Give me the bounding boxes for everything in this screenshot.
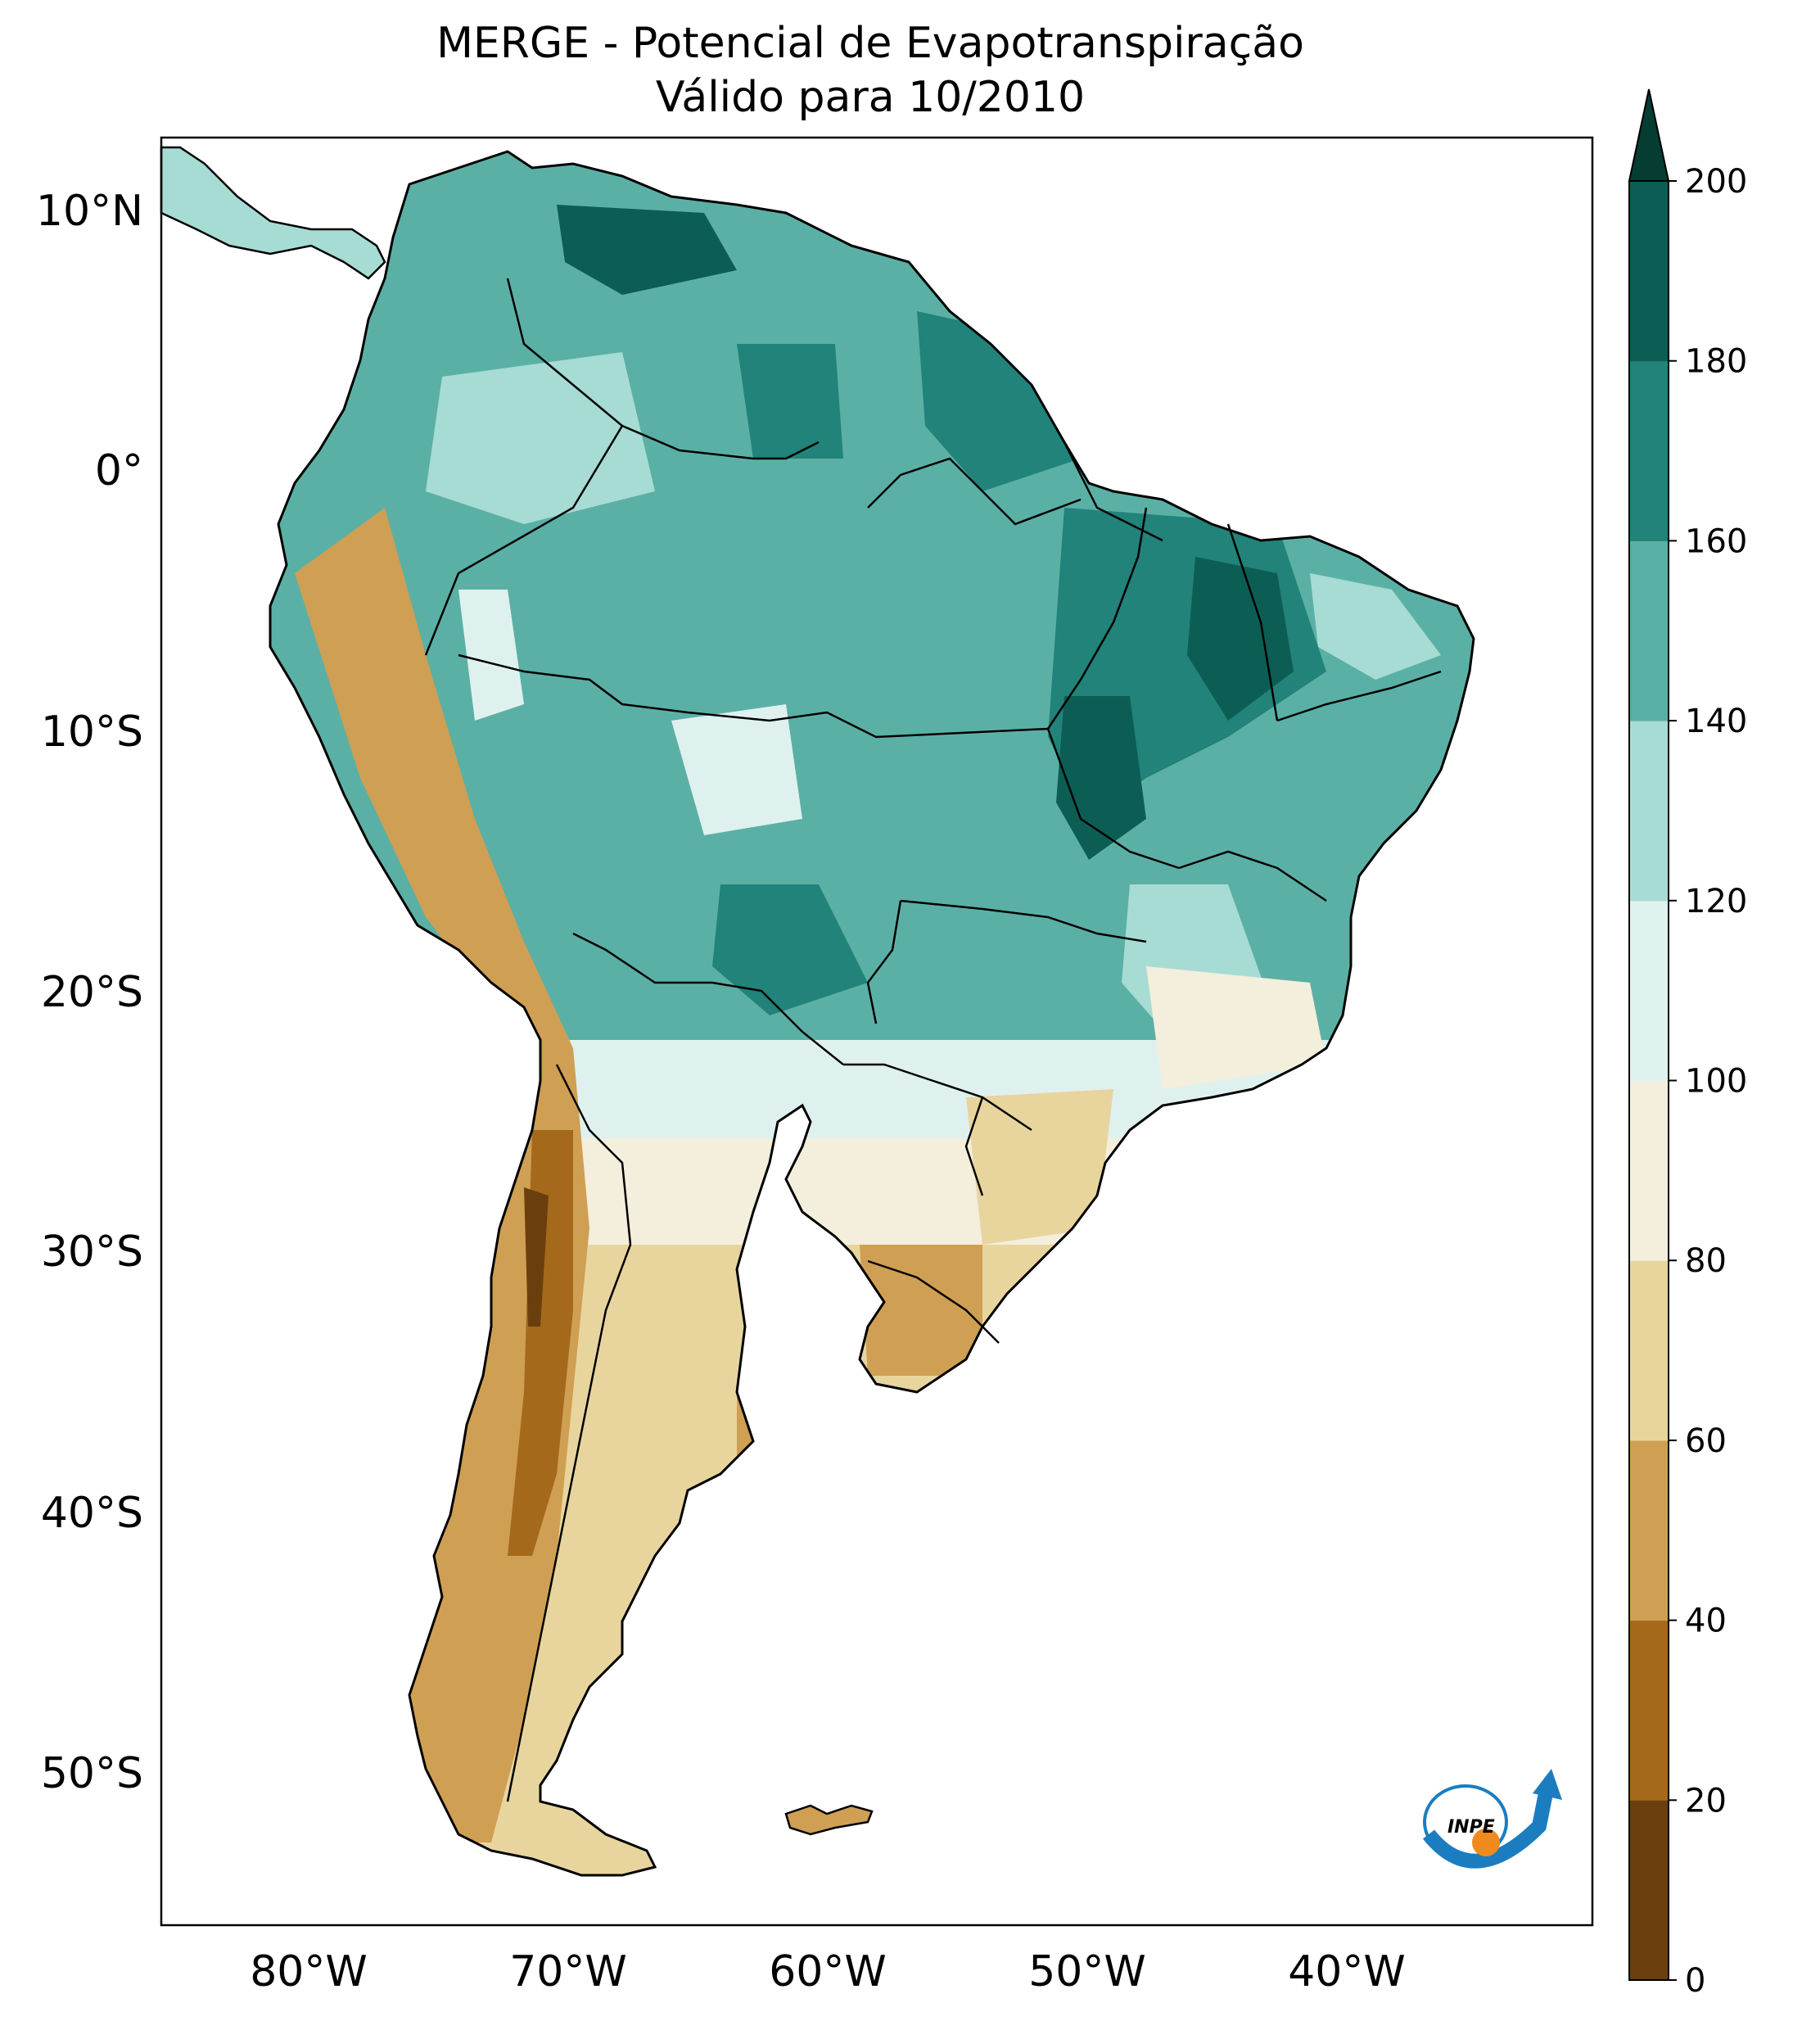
colorbar-tick-label: 200 <box>1685 163 1747 201</box>
colorbar-segment <box>1629 1620 1669 1801</box>
colorbar-segment <box>1629 1080 1669 1261</box>
colorbar-tick-label: 0 <box>1685 1962 1705 2000</box>
colorbar-tick-label: 60 <box>1685 1422 1727 1460</box>
colorbar-tick-label: 180 <box>1685 343 1747 381</box>
colorbar-segment <box>1629 1440 1669 1621</box>
colorbar: 0 20 40 60 80 100 120 140 160 180 200 <box>1628 88 1747 2000</box>
colorbar-tick-label: 140 <box>1685 703 1747 740</box>
colorbar-tick-label: 100 <box>1685 1063 1747 1101</box>
colorbar-extend-arrow <box>1628 88 1670 182</box>
map-title-line1: MERGE - Potencial de Evapotranspiração <box>436 19 1304 68</box>
colorbar-tick-label: 40 <box>1685 1603 1727 1640</box>
colorbar-tick-label: 120 <box>1685 883 1747 920</box>
colorbar-tick-label: 20 <box>1685 1782 1727 1820</box>
colorbar-segment <box>1629 900 1669 1081</box>
lon-tick-label: 70°W <box>509 1947 627 1996</box>
lon-tick-label: 60°W <box>769 1947 887 1996</box>
lat-tick-label: 20°S <box>41 968 143 1017</box>
lat-tick-label: 30°S <box>41 1227 143 1277</box>
colorbar-segment <box>1629 540 1669 721</box>
lat-tick-label: 50°S <box>41 1749 143 1798</box>
colorbar-segment <box>1629 1800 1669 1981</box>
map-title-line2: Válido para 10/2010 <box>656 73 1085 122</box>
lon-tick-label: 80°W <box>250 1947 368 1996</box>
inpe-logo-text: INPE <box>1447 1817 1495 1838</box>
lon-tick-label: 40°W <box>1288 1947 1406 1996</box>
colorbar-segment <box>1629 181 1669 362</box>
central-america <box>160 146 386 280</box>
colorbar-segment <box>1629 360 1669 541</box>
lat-tick-label: 10°N <box>36 187 143 236</box>
lat-tick-label: 0° <box>95 446 143 495</box>
lon-tick-label: 50°W <box>1028 1947 1146 1996</box>
colorbar-tick-label: 160 <box>1685 522 1747 560</box>
lat-tick-label: 40°S <box>41 1489 143 1538</box>
colorbar-segment <box>1629 721 1669 902</box>
longitude-axis: 80°W 70°W 60°W 50°W 40°W <box>250 1947 1406 1996</box>
country-borders <box>424 278 1442 1802</box>
latitude-axis: 10°N 0° 10°S 20°S 30°S 40°S 50°S <box>36 187 143 1798</box>
map-panel: INPE <box>160 136 1594 1927</box>
inpe-logo: INPE <box>1422 1769 1562 1869</box>
lat-tick-label: 10°S <box>41 708 143 757</box>
colorbar-tick-label: 80 <box>1685 1242 1727 1280</box>
colorbar-segment <box>1629 1260 1669 1441</box>
falkland-islands <box>784 1804 874 1836</box>
